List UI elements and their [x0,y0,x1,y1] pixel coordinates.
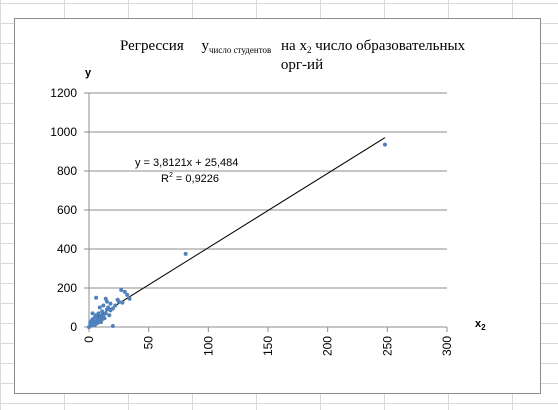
data-point[interactable] [116,299,121,304]
data-point[interactable] [101,303,106,308]
chart-title-var-sub: число студентов [209,45,271,55]
y-tick-label: 0 [70,320,77,334]
chart-title-lead: Регрессия [120,38,184,54]
data-point[interactable] [127,296,132,301]
x-axis-title-sub: 2 [481,323,486,332]
data-point[interactable] [108,301,113,306]
trendline-group [88,137,386,323]
trendline-r2: R2 = 0,9226 [161,172,219,185]
gridlines [89,92,447,289]
x-tick-label: 100 [201,336,215,356]
y-tick-label: 600 [57,203,77,217]
trendline [88,137,386,323]
x-tick-label: 250 [380,336,394,356]
y-tick-labels: 0 200 400 600 800 1000 1200 [50,86,89,334]
y-tick-label: 1000 [50,125,77,139]
x-tick-label: 0 [82,336,96,343]
data-point[interactable] [125,292,130,297]
x-axis-title: x2 [475,318,486,332]
chart-title-var: y [201,38,209,54]
x-tick-label: 150 [261,336,275,356]
data-point[interactable] [110,324,115,329]
chart-title-tail: число образовательных [311,38,465,54]
x-axis-title-main: x [475,318,482,330]
y-tick-label: 400 [57,242,77,256]
chart-title-line2: орг-ий [281,57,323,73]
data-point[interactable] [382,142,387,147]
data-point[interactable] [110,306,115,311]
data-point[interactable] [103,296,108,301]
data-point[interactable] [106,305,111,310]
data-point[interactable] [90,311,95,316]
data-point[interactable] [120,300,125,305]
data-point[interactable] [107,313,112,318]
x-tick-label: 300 [440,336,454,356]
data-point[interactable] [122,289,127,294]
data-point[interactable] [94,295,99,300]
y-tick-label: 200 [57,281,77,295]
x-tick-labels: 0 50 100 150 200 250 300 [82,327,454,356]
data-point[interactable] [100,309,105,314]
data-points[interactable] [87,142,387,329]
chart-title-line1: Регрессия yчисло студентов на x2 число о… [120,38,466,57]
chart-area[interactable] [14,18,541,394]
chart-title-mid: на x [281,38,307,54]
y-tick-label: 1200 [50,86,77,100]
data-point[interactable] [113,303,118,308]
trendline-equation: y = 3,8121x + 25,484 [135,157,238,169]
y-axis-title: y [85,67,92,79]
data-point[interactable] [97,305,102,310]
data-point[interactable] [100,317,105,322]
data-point[interactable] [103,311,108,316]
trendline-r2-value: = 0,9226 [173,173,219,185]
x-tick-label: 50 [142,336,156,350]
trendline-r2-label: R [161,173,169,185]
x-tick-label: 200 [321,336,335,356]
y-tick-label: 800 [57,164,77,178]
data-point[interactable] [96,311,101,316]
data-point[interactable] [119,287,124,292]
data-point[interactable] [183,251,188,256]
chart-title-mid-sub: 2 [307,45,312,55]
trendline-r2-sup: 2 [169,172,173,179]
